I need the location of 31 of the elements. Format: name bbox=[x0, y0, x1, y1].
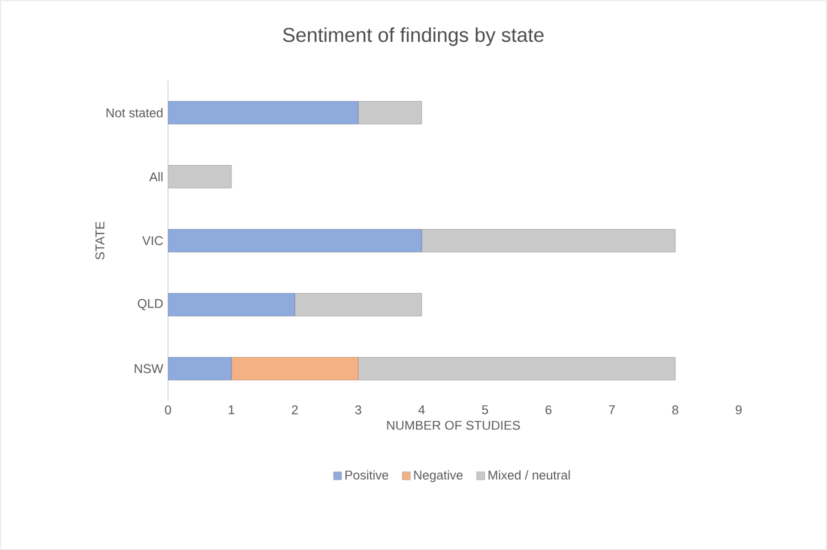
bar bbox=[358, 101, 422, 124]
bar bbox=[358, 357, 676, 380]
x-tick-label: 9 bbox=[736, 405, 742, 414]
x-tick-label: 6 bbox=[546, 405, 552, 414]
bar bbox=[168, 293, 296, 316]
x-tick-label: 3 bbox=[355, 405, 362, 414]
x-tick-label: 8 bbox=[672, 405, 678, 414]
bar bbox=[168, 101, 358, 124]
bar bbox=[168, 229, 422, 252]
x-tick-label: 0 bbox=[164, 405, 172, 414]
x-tick-label: 2 bbox=[292, 405, 298, 414]
bar bbox=[294, 293, 422, 316]
y-tick-label: NSW bbox=[134, 364, 164, 374]
y-tick-label: All bbox=[149, 172, 162, 182]
y-tick-label: QLD bbox=[138, 299, 163, 310]
bar bbox=[168, 357, 232, 380]
x-tick-label: 4 bbox=[418, 405, 425, 414]
x-tick-label: 1 bbox=[228, 405, 234, 414]
bar bbox=[168, 165, 232, 188]
y-tick-label: Not stated bbox=[106, 108, 162, 118]
x-tick-label: 7 bbox=[608, 405, 615, 414]
bar bbox=[231, 357, 358, 380]
y-axis-title: STATE bbox=[95, 222, 104, 260]
bar bbox=[421, 229, 676, 252]
x-tick-label: 5 bbox=[482, 405, 488, 414]
y-tick-label: VIC bbox=[142, 236, 163, 246]
legend-label: Negative bbox=[414, 470, 463, 482]
legend-label: Positive bbox=[345, 470, 388, 480]
x-axis-title: NUMBER OF STUDIES bbox=[387, 420, 520, 430]
legend-label: Mixed / neutral bbox=[488, 470, 570, 480]
chart-title: Sentiment of findings by state bbox=[283, 27, 544, 46]
